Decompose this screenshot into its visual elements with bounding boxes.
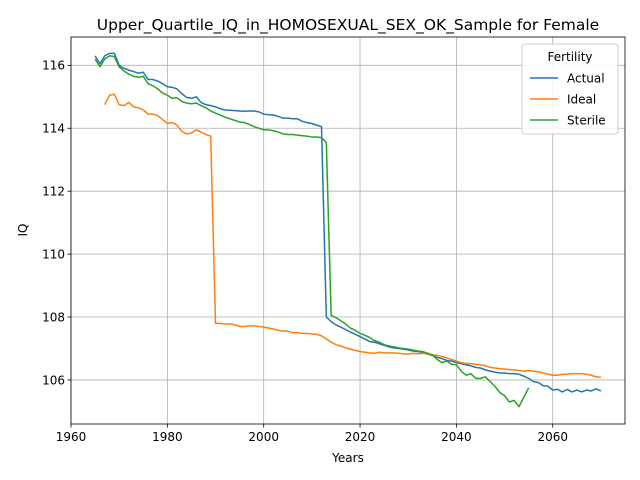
x-tick-label: 2060 <box>537 430 568 444</box>
series-line-ideal <box>104 93 602 379</box>
y-axis-label: IQ <box>16 224 30 237</box>
legend-title: Fertility <box>547 50 592 64</box>
y-tick-label: 108 <box>42 310 65 324</box>
series-line-sterile <box>94 55 530 408</box>
x-axis-label: Years <box>331 451 364 465</box>
y-tick-label: 112 <box>42 184 65 198</box>
axis-ticks: 1960 1980 2000 2020 2040 2060 106 108 110 112 114 1… <box>42 59 568 444</box>
series-lines <box>94 52 602 408</box>
legend-label-actual: Actual <box>567 71 605 85</box>
x-tick-label: 2020 <box>345 430 376 444</box>
legend-items: Actual Ideal Sterile <box>530 71 606 127</box>
x-tick-label: 2000 <box>248 430 279 444</box>
legend-box <box>521 43 619 135</box>
chart-title: Upper_Quartile_IQ_in_HOMOSEXUAL_SEX_OK_S… <box>97 16 599 35</box>
x-tick-label: 1980 <box>152 430 183 444</box>
y-tick-label: 106 <box>42 373 65 387</box>
x-tick-label: 2040 <box>441 430 472 444</box>
legend: Fertility Actual Ideal Sterile <box>521 43 619 135</box>
y-tick-label: 110 <box>42 247 65 261</box>
plot-frame <box>70 36 626 425</box>
series-line-actual <box>94 52 602 393</box>
x-tick-label: 1960 <box>56 430 87 444</box>
y-tick-label: 114 <box>42 122 65 136</box>
legend-label-sterile: Sterile <box>567 113 606 127</box>
y-tick-label: 116 <box>42 59 65 73</box>
legend-label-ideal: Ideal <box>567 92 596 106</box>
